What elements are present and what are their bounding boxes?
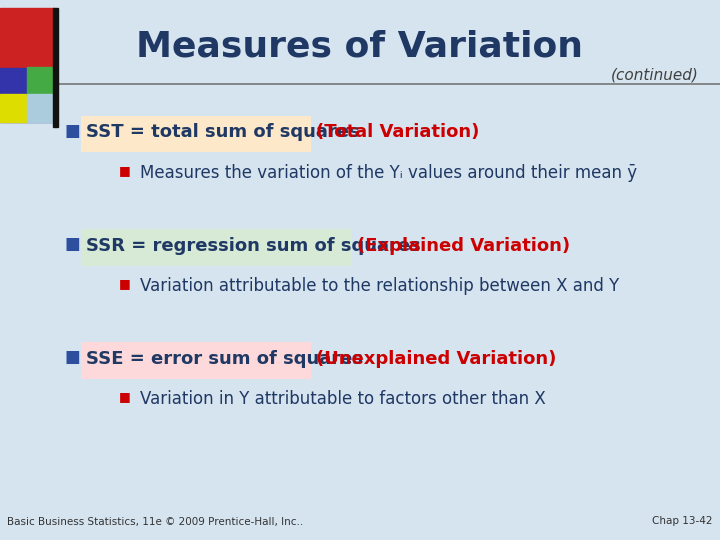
Text: Chap 13-42: Chap 13-42 [652,516,713,526]
Text: ■: ■ [119,277,130,290]
Text: ■: ■ [65,348,81,366]
Text: ■: ■ [65,235,81,253]
Bar [27,68,54,94]
Bar [27,94,54,122]
FancyBboxPatch shape [81,116,311,152]
Text: Variation in Y attributable to factors other than X: Variation in Y attributable to factors o… [140,390,546,408]
Text: (Unexplained Variation): (Unexplained Variation) [316,350,557,368]
Text: (Total Variation): (Total Variation) [316,123,480,141]
FancyBboxPatch shape [81,229,353,266]
Text: SST = total sum of squares: SST = total sum of squares [86,123,360,141]
Text: (continued): (continued) [611,67,698,82]
Bar [0,8,54,68]
Text: (Explained Variation): (Explained Variation) [358,237,571,254]
Text: SSE = error sum of squares: SSE = error sum of squares [86,350,364,368]
Text: ■: ■ [119,390,130,403]
Text: Measures the variation of the Yᵢ values around their mean ȳ: Measures the variation of the Yᵢ values … [140,164,637,181]
Text: ■: ■ [65,122,81,139]
Text: SSR = regression sum of squares: SSR = regression sum of squares [86,237,421,254]
Bar [53,8,58,127]
Text: Basic Business Statistics, 11e © 2009 Prentice-Hall, Inc..: Basic Business Statistics, 11e © 2009 Pr… [7,516,303,526]
Bar [0,94,27,122]
FancyBboxPatch shape [81,342,311,379]
Text: Variation attributable to the relationship between X and Y: Variation attributable to the relationsh… [140,277,620,295]
Bar [0,68,54,122]
Text: ■: ■ [119,164,130,177]
Text: Measures of Variation: Measures of Variation [137,30,583,64]
